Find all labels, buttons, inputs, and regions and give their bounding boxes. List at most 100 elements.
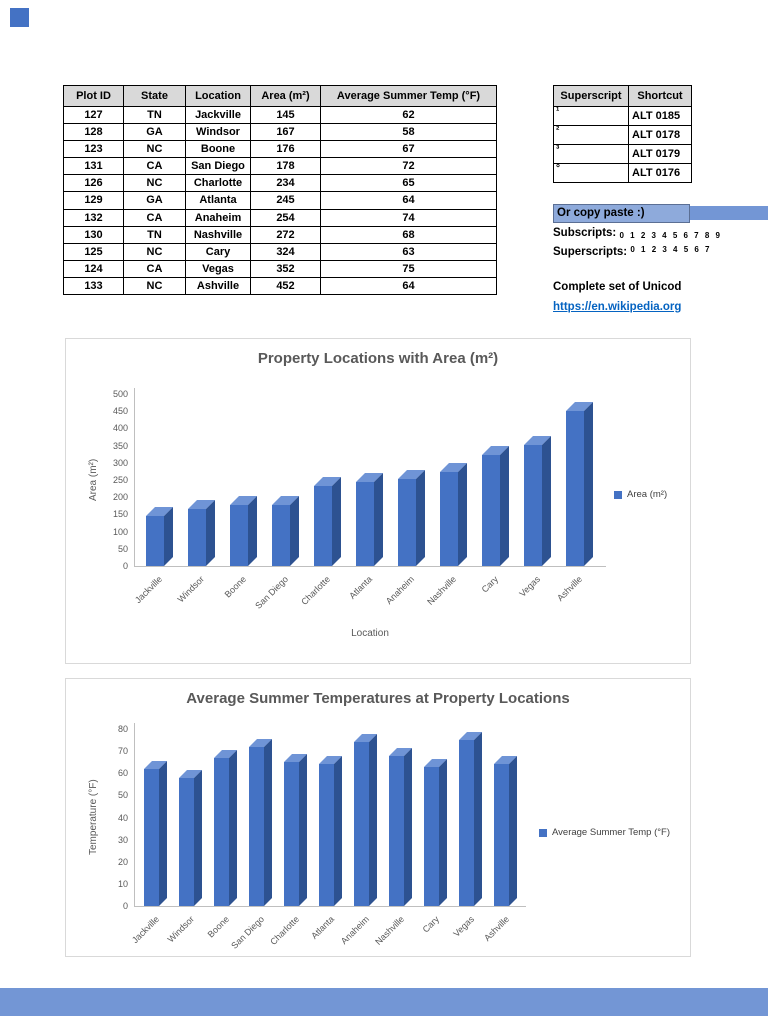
table-row: 124 CA Vegas 352 75 xyxy=(63,259,497,278)
bar-atlanta xyxy=(319,764,334,906)
y-tick-label: 50 xyxy=(117,543,128,554)
table-cell: 272 xyxy=(250,225,321,244)
x-axis-line xyxy=(134,906,526,907)
bar-boone xyxy=(214,758,229,906)
bar-charlotte xyxy=(284,762,299,906)
table-cell: Nashville xyxy=(185,225,251,244)
bar-cary xyxy=(482,455,500,566)
y-axis-line xyxy=(134,388,135,566)
bar-vegas xyxy=(524,445,542,566)
table-cell: 124 xyxy=(63,259,124,278)
bar-jackville xyxy=(144,769,159,906)
table-cell: 167 xyxy=(250,123,321,142)
chart-title: Property Locations with Area (m²) xyxy=(257,350,499,367)
table-cell: 65 xyxy=(320,174,497,193)
column-header: State xyxy=(123,85,186,107)
table-cell: 324 xyxy=(250,242,321,261)
table-row: 133 NC Ashville 452 64 xyxy=(63,276,497,296)
table-cell: Cary xyxy=(185,242,251,261)
bar-ashville xyxy=(566,411,584,566)
table-cell: ² xyxy=(553,125,629,145)
table-cell: 126 xyxy=(63,174,124,193)
bar-anaheim xyxy=(354,742,369,906)
bar-nashville xyxy=(389,756,404,906)
chart-title: Average Summer Temperatures at Property … xyxy=(186,690,570,707)
table-cell: 176 xyxy=(250,140,321,159)
table-row: 123 NC Boone 176 67 xyxy=(63,140,497,159)
table-cell: ¹ xyxy=(553,106,629,126)
legend-swatch-icon xyxy=(614,490,622,499)
table-cell: 129 xyxy=(63,191,124,210)
legend-label: Area (m²) xyxy=(627,489,668,500)
table-cell: 64 xyxy=(320,191,497,210)
table-cell: CA xyxy=(123,157,186,176)
shortcut-table-head: Superscript Shortcut xyxy=(553,85,692,107)
subscripts-line: Subscripts: 0 1 2 3 4 5 6 7 8 9 xyxy=(553,227,722,240)
table-cell: CA xyxy=(123,259,186,278)
table-row: 126 NC Charlotte 234 65 xyxy=(63,174,497,193)
table-cell: 72 xyxy=(320,157,497,176)
bar-san-diego xyxy=(249,747,264,906)
column-header: Average Summer Temp (°F) xyxy=(320,85,497,107)
table-row: ² ALT 0178 xyxy=(553,125,692,145)
table-cell: Vegas xyxy=(185,259,251,278)
table-cell: ³ xyxy=(553,144,629,164)
table-cell: NC xyxy=(123,242,186,261)
y-tick-label: 80 xyxy=(117,724,128,734)
table-row: 128 GA Windsor 167 58 xyxy=(63,123,497,142)
y-tick-label: 20 xyxy=(117,856,128,867)
table-cell: Windsor xyxy=(185,123,251,142)
table-cell: Charlotte xyxy=(185,174,251,193)
legend: Area (m²) xyxy=(614,489,667,500)
subscripts-label: Subscripts: xyxy=(553,227,617,239)
y-tick-label: 10 xyxy=(117,878,128,889)
blue-bar-shape xyxy=(690,206,768,220)
superscripts-label: Superscripts: xyxy=(553,246,628,258)
table-cell: 74 xyxy=(320,208,497,227)
y-tick-label: 200 xyxy=(112,492,128,503)
table-cell: 452 xyxy=(250,276,321,296)
table-row: ³ ALT 0179 xyxy=(553,144,692,164)
table-cell: 130 xyxy=(63,225,124,244)
table-row: 125 NC Cary 324 63 xyxy=(63,242,497,261)
legend-label: Average Summer Temp (°F) xyxy=(552,827,671,838)
table-cell: ° xyxy=(553,163,629,183)
table-cell: 67 xyxy=(320,140,497,159)
bar-charlotte xyxy=(314,486,332,566)
table-cell: Atlanta xyxy=(185,191,251,210)
property-table-body: 127 TN Jackville 145 62 128 GA Windsor 167 58 123 N… xyxy=(63,105,497,296)
y-tick-label: 70 xyxy=(117,746,128,757)
y-tick-label: 350 xyxy=(112,440,128,451)
y-tick-label: 100 xyxy=(112,526,128,537)
table-cell: CA xyxy=(123,208,186,227)
bar-windsor xyxy=(179,778,194,906)
table-row: 131 CA San Diego 178 72 xyxy=(63,157,497,176)
property-table-head: Plot ID State Location Area (m²) Average Sum… xyxy=(63,85,497,107)
y-tick-label: 150 xyxy=(112,509,128,520)
table-cell: 123 xyxy=(63,140,124,159)
column-header: Area (m²) xyxy=(250,85,321,107)
table-cell: 128 xyxy=(63,123,124,142)
legend: Average Summer Temp (°F) xyxy=(539,827,670,838)
y-tick-label: 400 xyxy=(112,423,128,434)
wikipedia-link[interactable]: https://en.wikipedia.org xyxy=(553,301,682,313)
bar-ashville xyxy=(494,764,509,906)
table-row: 127 TN Jackville 145 62 xyxy=(63,105,497,125)
table-cell: 178 xyxy=(250,157,321,176)
table-cell: San Diego xyxy=(185,157,251,176)
column-header: Superscript xyxy=(553,85,629,107)
y-tick-label: 40 xyxy=(117,812,128,823)
table-cell: 132 xyxy=(63,208,124,227)
table-row: ° ALT 0176 xyxy=(553,163,692,183)
column-header: Plot ID xyxy=(63,85,124,107)
y-tick-label: 450 xyxy=(112,406,128,417)
y-tick-label: 60 xyxy=(117,768,128,779)
table-row: 132 CA Anaheim 254 74 xyxy=(63,208,497,227)
bar-anaheim xyxy=(398,479,416,566)
table-cell: 352 xyxy=(250,259,321,278)
unicode-note: Complete set of Unicod xyxy=(553,281,682,293)
superscripts-line: Superscripts: 0 1 2 3 4 5 6 7 xyxy=(553,245,712,258)
header-row: Plot ID State Location Area (m²) Average Sum… xyxy=(63,85,497,107)
table-cell: 64 xyxy=(320,276,497,296)
